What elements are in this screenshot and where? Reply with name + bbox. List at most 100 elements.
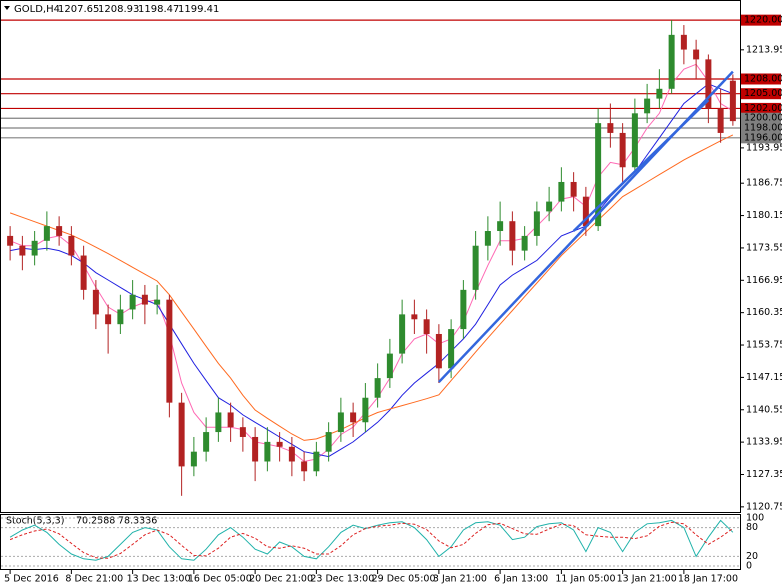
candle-body (607, 123, 614, 133)
candle-body (680, 34, 687, 50)
candle-body (19, 245, 26, 256)
candle-body (546, 201, 553, 212)
candle-body (337, 412, 344, 433)
candle-body (472, 245, 479, 290)
candle-body (154, 299, 161, 305)
x-tick-label: 5 Dec 2016 (4, 574, 59, 585)
candle-body (693, 49, 700, 60)
level-label: 1220.00 (744, 15, 782, 26)
x-tick-label: 6 Jan 13:00 (494, 574, 548, 585)
x-tick-label: 13 Jan 21:00 (617, 574, 677, 585)
level-label-box (741, 102, 781, 114)
candle-body (619, 132, 626, 168)
candle-body (656, 88, 663, 99)
level-label-box (741, 122, 781, 134)
candle-body (533, 211, 540, 236)
main-panel (0, 0, 741, 513)
candle-body (129, 294, 136, 310)
candle-body (31, 240, 38, 256)
candle-body (301, 461, 308, 472)
candle-body (203, 432, 210, 452)
candle-body (435, 333, 442, 369)
candle-body (190, 451, 197, 467)
stoch-signal-value: 78.3336 (118, 516, 157, 527)
trendline (572, 99, 710, 232)
y-tick-label: 1173.55 (746, 242, 782, 253)
candle-body (374, 378, 381, 398)
stoch-panel (0, 514, 741, 570)
candle-body (582, 196, 589, 227)
candle-body (729, 80, 736, 122)
candle-body (497, 221, 504, 232)
candle-body (350, 412, 357, 423)
y-tick-label: 1180.15 (746, 210, 782, 221)
header-close: 1199.41 (178, 4, 219, 15)
menu-arrow[interactable] (4, 6, 10, 10)
candle-body (448, 329, 455, 369)
candle-body (521, 235, 528, 251)
stoch-tick-label: 0 (746, 561, 752, 572)
y-tick-label: 1140.55 (746, 404, 782, 415)
moving-average (9, 134, 734, 441)
candle-body (484, 231, 491, 246)
x-tick-label: 3 Jan 21:00 (433, 574, 487, 585)
x-tick-label: 13 Dec 13:00 (127, 574, 191, 585)
candle-body (668, 34, 675, 89)
candle-body (460, 289, 467, 330)
candle-body (362, 397, 369, 423)
x-tick-label: 16 Dec 05:00 (188, 574, 252, 585)
candle-body (595, 123, 602, 227)
y-tick-label: 1166.95 (746, 275, 782, 286)
x-tick-label: 20 Dec 21:00 (249, 574, 313, 585)
candle-body (558, 181, 565, 202)
candle-body (570, 181, 577, 197)
candle-body (705, 59, 712, 109)
level-label-box (741, 88, 781, 100)
x-tick-label: 23 Dec 13:00 (310, 574, 374, 585)
candle-body (288, 446, 295, 462)
candle-body (215, 412, 222, 433)
level-label: 1202.00 (744, 103, 782, 114)
candle-body (56, 226, 63, 236)
stoch-main-value: 70.2588 (76, 516, 115, 527)
y-tick-label: 1186.75 (746, 178, 782, 189)
candle-body (43, 226, 50, 241)
y-tick-label: 1193.95 (746, 142, 782, 153)
stoch-tick-label: 80 (746, 522, 758, 533)
level-label-box (741, 14, 781, 26)
y-tick-label: 1153.75 (746, 340, 782, 351)
level-label: 1200.00 (744, 113, 782, 124)
header-open: 1207.65 (58, 4, 99, 15)
x-tick-label: 29 Dec 05:00 (372, 574, 436, 585)
level-label-box (741, 73, 781, 85)
stoch-signal (9, 521, 734, 559)
level-label: 1205.00 (744, 88, 782, 99)
header-high: 1208.93 (98, 4, 139, 15)
y-tick-label: 1147.15 (746, 372, 782, 383)
candle-body (80, 255, 87, 290)
x-tick-label: 18 Jan 17:00 (678, 574, 738, 585)
candle-body (68, 235, 75, 256)
x-tick-label: 8 Dec 21:00 (65, 574, 123, 585)
candle-body (717, 108, 724, 133)
stoch-tick-label: 100 (746, 513, 764, 524)
candle-body (423, 319, 430, 334)
stoch-title: Stoch(5,3,3) (6, 516, 64, 527)
level-label-box (741, 132, 781, 144)
candle-body (141, 294, 148, 305)
chart-title: GOLD,H4 (14, 4, 60, 15)
candle-body (7, 235, 14, 246)
candle-body (399, 314, 406, 354)
candle-body (509, 221, 516, 251)
x-tick-label: 11 Jan 05:00 (555, 574, 615, 585)
candle-body (411, 314, 418, 320)
candle-body (644, 98, 651, 114)
candle-body (239, 427, 246, 437)
candle-body (386, 353, 393, 379)
candle-body (178, 402, 185, 467)
level-label: 1208.00 (744, 73, 782, 84)
level-label: 1198.00 (744, 123, 782, 134)
candle-body (313, 451, 320, 472)
y-tick-label: 1213.95 (746, 44, 782, 55)
